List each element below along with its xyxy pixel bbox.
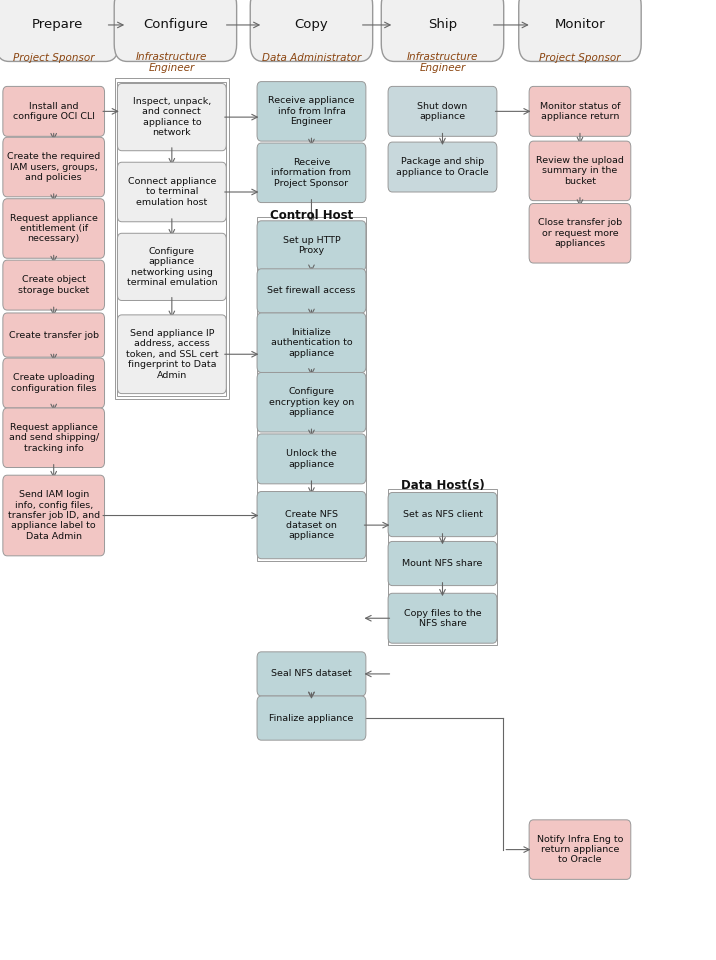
FancyBboxPatch shape [257,313,366,372]
Text: Receive
information from
Project Sponsor: Receive information from Project Sponsor [271,157,352,188]
FancyBboxPatch shape [3,260,105,310]
Text: Request appliance
entitlement (if
necessary): Request appliance entitlement (if necess… [10,213,97,244]
FancyBboxPatch shape [381,0,504,61]
FancyBboxPatch shape [257,269,366,313]
Text: Inspect, unpack,
and connect
appliance to
network: Inspect, unpack, and connect appliance t… [132,97,211,137]
Text: Configure
encryption key on
appliance: Configure encryption key on appliance [268,387,354,418]
Bar [257,217,366,561]
Text: Shut down
appliance: Shut down appliance [417,102,468,121]
FancyBboxPatch shape [117,315,226,394]
FancyBboxPatch shape [3,475,105,556]
Text: Data Host(s): Data Host(s) [401,479,484,492]
Text: Infrastructure
Engineer: Infrastructure Engineer [407,52,478,73]
FancyBboxPatch shape [529,820,631,879]
FancyBboxPatch shape [257,434,366,484]
Text: Create the required
IAM users, groups,
and policies: Create the required IAM users, groups, a… [7,152,100,182]
FancyBboxPatch shape [519,0,642,61]
Text: Finalize appliance: Finalize appliance [269,713,354,723]
Text: Install and
configure OCI CLI: Install and configure OCI CLI [13,102,95,121]
Text: Set as NFS client: Set as NFS client [402,510,483,519]
Text: Data Administrator: Data Administrator [262,53,361,62]
FancyBboxPatch shape [3,358,105,408]
Text: Mount NFS share: Mount NFS share [402,559,483,568]
Text: Create object
storage bucket: Create object storage bucket [18,276,90,295]
FancyBboxPatch shape [115,0,236,61]
FancyBboxPatch shape [117,162,226,222]
Text: Control Host: Control Host [270,208,353,222]
Text: Receive appliance
info from Infra
Engineer: Receive appliance info from Infra Engine… [268,96,354,127]
FancyBboxPatch shape [0,0,119,61]
FancyBboxPatch shape [3,137,105,197]
Text: Copy files to the
NFS share: Copy files to the NFS share [404,609,481,628]
FancyBboxPatch shape [257,652,366,696]
Text: Configure: Configure [143,18,208,32]
Text: Initialize
authentication to
appliance: Initialize authentication to appliance [271,327,352,358]
Text: Create NFS
dataset on
appliance: Create NFS dataset on appliance [285,510,338,540]
FancyBboxPatch shape [257,82,366,141]
Text: Configure
appliance
networking using
terminal emulation: Configure appliance networking using ter… [127,247,217,287]
Text: Prepare: Prepare [32,18,83,32]
Text: Monitor status of
appliance return: Monitor status of appliance return [540,102,620,121]
FancyBboxPatch shape [388,593,497,643]
FancyBboxPatch shape [3,199,105,258]
FancyBboxPatch shape [388,492,497,537]
FancyBboxPatch shape [529,141,631,201]
FancyBboxPatch shape [3,313,105,357]
Text: Request appliance
and send shipping/
tracking info: Request appliance and send shipping/ tra… [9,422,99,453]
Text: Monitor: Monitor [555,18,605,32]
Bar [115,78,229,399]
FancyBboxPatch shape [257,372,366,432]
Text: Infrastructure
Engineer: Infrastructure Engineer [136,52,208,73]
FancyBboxPatch shape [3,408,105,468]
FancyBboxPatch shape [257,492,366,559]
Bar [117,82,226,396]
Text: Close transfer job
or request more
appliances: Close transfer job or request more appli… [538,218,622,249]
Text: Project Sponsor: Project Sponsor [539,53,621,62]
Text: Create transfer job: Create transfer job [9,330,99,340]
FancyBboxPatch shape [529,204,631,263]
FancyBboxPatch shape [388,142,497,192]
FancyBboxPatch shape [257,143,366,203]
FancyBboxPatch shape [251,0,372,61]
FancyBboxPatch shape [388,86,497,136]
Text: Review the upload
summary in the
bucket: Review the upload summary in the bucket [536,156,624,186]
Text: Send appliance IP
address, access
token, and SSL cert
fingerprint to Data
Admin: Send appliance IP address, access token,… [125,329,218,379]
Text: Copy: Copy [294,18,329,32]
Text: Connect appliance
to terminal
emulation host: Connect appliance to terminal emulation … [127,177,216,207]
FancyBboxPatch shape [257,696,366,740]
FancyBboxPatch shape [257,221,366,271]
Text: Set up HTTP
Proxy: Set up HTTP Proxy [283,236,340,255]
Text: Notify Infra Eng to
return appliance
to Oracle: Notify Infra Eng to return appliance to … [537,834,623,865]
Text: Ship: Ship [428,18,457,32]
FancyBboxPatch shape [388,541,497,586]
Text: Package and ship
appliance to Oracle: Package and ship appliance to Oracle [396,157,489,177]
Bar [388,489,497,645]
Text: Set firewall access: Set firewall access [267,286,356,296]
Text: Project Sponsor: Project Sponsor [13,53,95,62]
FancyBboxPatch shape [117,233,226,300]
Text: Unlock the
appliance: Unlock the appliance [286,449,337,468]
FancyBboxPatch shape [3,86,105,136]
FancyBboxPatch shape [529,86,631,136]
Text: Seal NFS dataset: Seal NFS dataset [271,669,352,679]
Text: Send IAM login
info, config files,
transfer job ID, and
appliance label to
Data : Send IAM login info, config files, trans… [8,491,100,540]
FancyBboxPatch shape [117,84,226,151]
Text: Create uploading
configuration files: Create uploading configuration files [11,373,97,393]
